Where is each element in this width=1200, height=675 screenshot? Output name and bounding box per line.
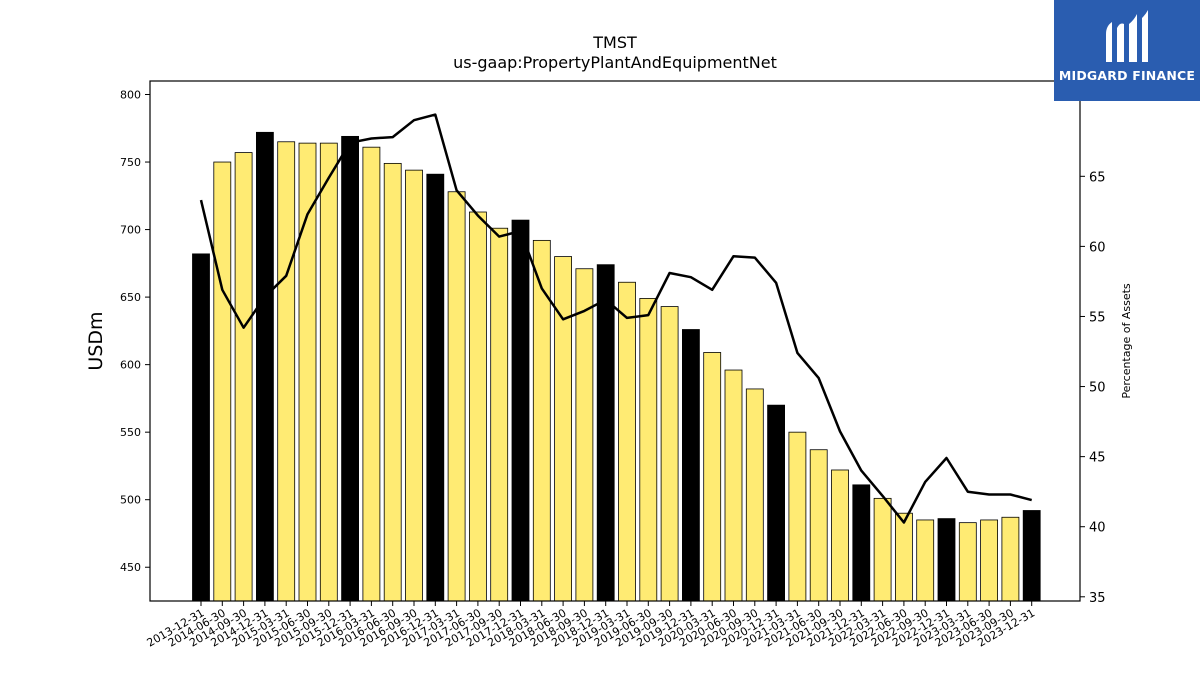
- y-tick-label: 500: [120, 494, 141, 507]
- y2-tick-label: 55: [1089, 310, 1106, 325]
- bar: [255, 131, 274, 602]
- bar: [362, 146, 381, 602]
- bar: [745, 388, 764, 602]
- bar: [767, 404, 785, 602]
- bar: [1001, 516, 1020, 602]
- plot-frame: [149, 80, 1081, 602]
- bar: [809, 449, 828, 602]
- y-tick-label: 750: [120, 156, 141, 169]
- bar: [277, 141, 296, 602]
- bar: [937, 518, 956, 602]
- y2-axis-label: Percentage of Assets: [1120, 283, 1133, 399]
- bar: [831, 469, 849, 602]
- logo-text: MIDGARD FINANCE: [1058, 68, 1196, 83]
- bar: [682, 329, 700, 602]
- y2-tick-label: 50: [1089, 381, 1106, 396]
- midgard-logo-icon: [1106, 10, 1148, 62]
- bar: [1022, 510, 1041, 602]
- bar: [447, 191, 466, 602]
- bar: [405, 169, 423, 602]
- y-tick-label: 700: [120, 224, 141, 237]
- y2-tick-label: 65: [1089, 170, 1106, 185]
- bar: [192, 253, 210, 602]
- bar: [341, 135, 360, 602]
- y2-tick-label: 60: [1089, 240, 1106, 255]
- bar: [873, 497, 892, 602]
- bar: [724, 369, 743, 602]
- bar: [916, 519, 935, 602]
- bar: [639, 298, 658, 602]
- y-tick-label: 600: [120, 359, 141, 372]
- bar: [490, 227, 509, 602]
- bar: [468, 211, 487, 602]
- bar: [213, 161, 232, 602]
- bar: [788, 431, 807, 602]
- bar: [958, 522, 977, 602]
- y2-tick-label: 40: [1089, 521, 1106, 536]
- bar: [319, 142, 338, 602]
- bar: [596, 264, 615, 602]
- bar: [575, 268, 594, 602]
- y2-tick-label: 35: [1089, 591, 1106, 606]
- bar: [895, 512, 913, 602]
- bar: [383, 162, 402, 602]
- bar: [511, 219, 530, 602]
- y-tick-label: 550: [120, 426, 141, 439]
- brand-logo: MIDGARD FINANCE: [1054, 0, 1200, 101]
- y-tick-label: 450: [120, 561, 141, 574]
- bar: [554, 256, 572, 602]
- y-axis-label: USDm: [85, 311, 107, 370]
- bar: [852, 484, 871, 602]
- bar: [980, 519, 998, 602]
- y-tick-label: 800: [120, 89, 141, 102]
- bar: [234, 152, 253, 602]
- y2-tick-label: 45: [1089, 451, 1106, 466]
- percentage-line: [199, 113, 1033, 524]
- y-tick-label: 650: [120, 291, 141, 304]
- bar: [660, 306, 679, 602]
- chart-subtitle: us-gaap:PropertyPlantAndEquipmentNet: [453, 53, 777, 72]
- bar: [703, 352, 722, 602]
- bar: [532, 239, 551, 602]
- bar: [618, 281, 636, 602]
- bar: [426, 173, 445, 602]
- chart-title: TMST: [593, 33, 637, 52]
